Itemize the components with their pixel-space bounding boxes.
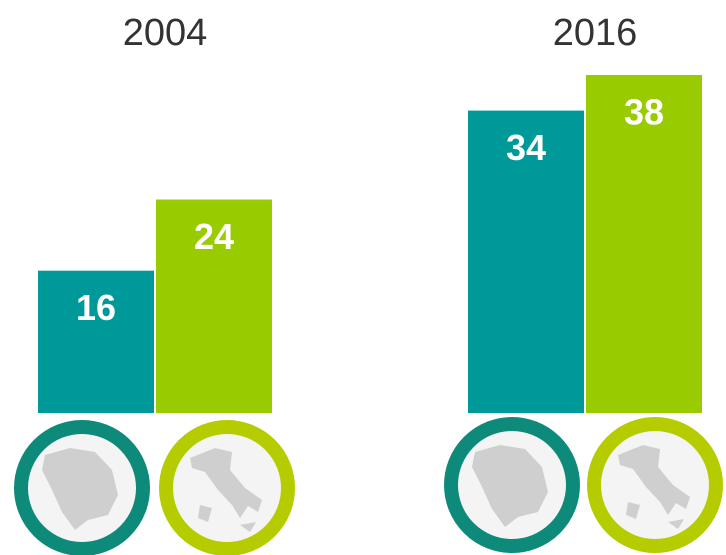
bar: [38, 270, 154, 413]
tuscany-icon: [14, 420, 150, 555]
bar: [586, 75, 702, 413]
italy-icon: [587, 417, 723, 553]
tuscany-icon: [444, 417, 580, 553]
icons: [14, 417, 723, 555]
italy-icon: [159, 420, 295, 555]
bar: [156, 199, 272, 413]
value-label: 34: [506, 127, 546, 168]
value-label: 16: [76, 287, 116, 328]
value-label: 38: [624, 92, 664, 133]
category-label: 2004: [123, 12, 208, 54]
bar: [468, 110, 584, 413]
category-label: 2016: [553, 12, 638, 54]
value-label: 24: [194, 216, 234, 257]
